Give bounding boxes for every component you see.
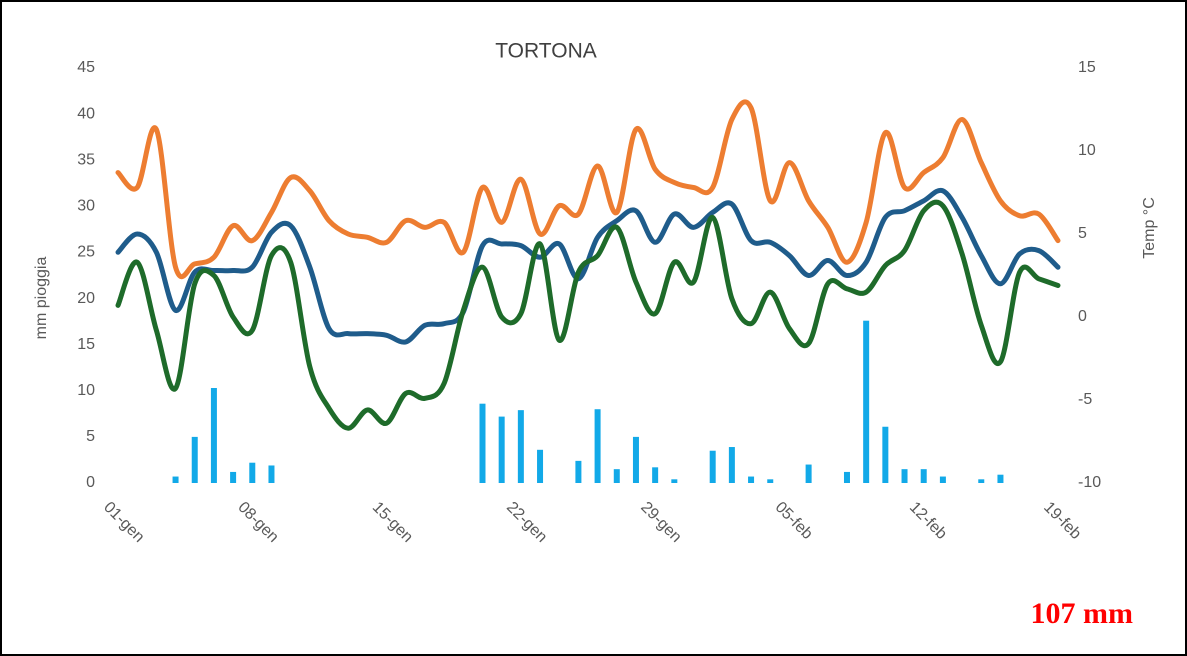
y-tick-label: 30 bbox=[77, 198, 95, 215]
bar bbox=[978, 479, 985, 483]
y-tick-label: 40 bbox=[77, 105, 95, 122]
bar bbox=[498, 416, 505, 483]
x-tick-label: 12-feb bbox=[906, 499, 950, 543]
y2-tick-label: 0 bbox=[1078, 308, 1087, 325]
bar bbox=[613, 469, 620, 483]
bar bbox=[268, 465, 275, 483]
bar bbox=[920, 469, 927, 483]
bar bbox=[863, 320, 870, 483]
x-tick-label: 08-gen bbox=[234, 499, 281, 546]
y-tick-label: 35 bbox=[77, 151, 95, 168]
x-tick-label: 29-gen bbox=[637, 499, 684, 546]
y-axis-label: mm pioggia bbox=[33, 257, 50, 340]
y-tick-label: 20 bbox=[77, 290, 95, 307]
bar bbox=[997, 474, 1004, 483]
bar bbox=[728, 447, 735, 483]
x-tick-label: 01-gen bbox=[100, 499, 147, 546]
x-tick-label: 15-gen bbox=[369, 499, 416, 546]
y2-tick-label: -10 bbox=[1078, 474, 1101, 491]
bar bbox=[172, 476, 179, 483]
bar bbox=[671, 479, 678, 483]
bar bbox=[632, 436, 639, 483]
line bbox=[115, 99, 1061, 279]
x-tick-label: 19-feb bbox=[1040, 499, 1084, 543]
y-tick-label: 25 bbox=[77, 244, 95, 261]
y-tick-label: 45 bbox=[77, 59, 95, 76]
bar bbox=[537, 449, 544, 483]
bar bbox=[517, 410, 524, 483]
bar bbox=[767, 479, 774, 483]
bar bbox=[249, 462, 256, 483]
y2-tick-label: 5 bbox=[1078, 225, 1087, 242]
y-tick-label: 15 bbox=[77, 336, 95, 353]
y-tick-label: 0 bbox=[86, 474, 95, 491]
y2-axis-label: Temp °C bbox=[1141, 197, 1158, 259]
chart-title: TORTONA bbox=[495, 40, 597, 63]
bar bbox=[882, 426, 889, 483]
bar bbox=[939, 476, 946, 483]
bar bbox=[230, 471, 237, 483]
y-tick-label: 5 bbox=[86, 428, 95, 445]
bar bbox=[901, 469, 908, 483]
bar bbox=[210, 388, 217, 483]
y2-tick-label: 10 bbox=[1078, 142, 1096, 159]
bar bbox=[748, 476, 755, 483]
annotation: 107 mm bbox=[1031, 597, 1133, 630]
bar bbox=[805, 464, 812, 483]
bar bbox=[652, 467, 659, 483]
bar bbox=[843, 471, 850, 483]
bar bbox=[191, 436, 198, 483]
x-tick-label: 05-feb bbox=[772, 499, 816, 543]
bar bbox=[709, 450, 716, 483]
bar bbox=[594, 409, 601, 483]
y2-tick-label: 15 bbox=[1078, 59, 1096, 76]
bar bbox=[575, 460, 582, 483]
y-tick-label: 10 bbox=[77, 382, 95, 399]
bar bbox=[479, 403, 486, 483]
x-tick-label: 22-gen bbox=[503, 499, 550, 546]
y2-tick-label: -5 bbox=[1078, 391, 1092, 408]
line bbox=[115, 199, 1061, 431]
line bbox=[115, 187, 1061, 345]
